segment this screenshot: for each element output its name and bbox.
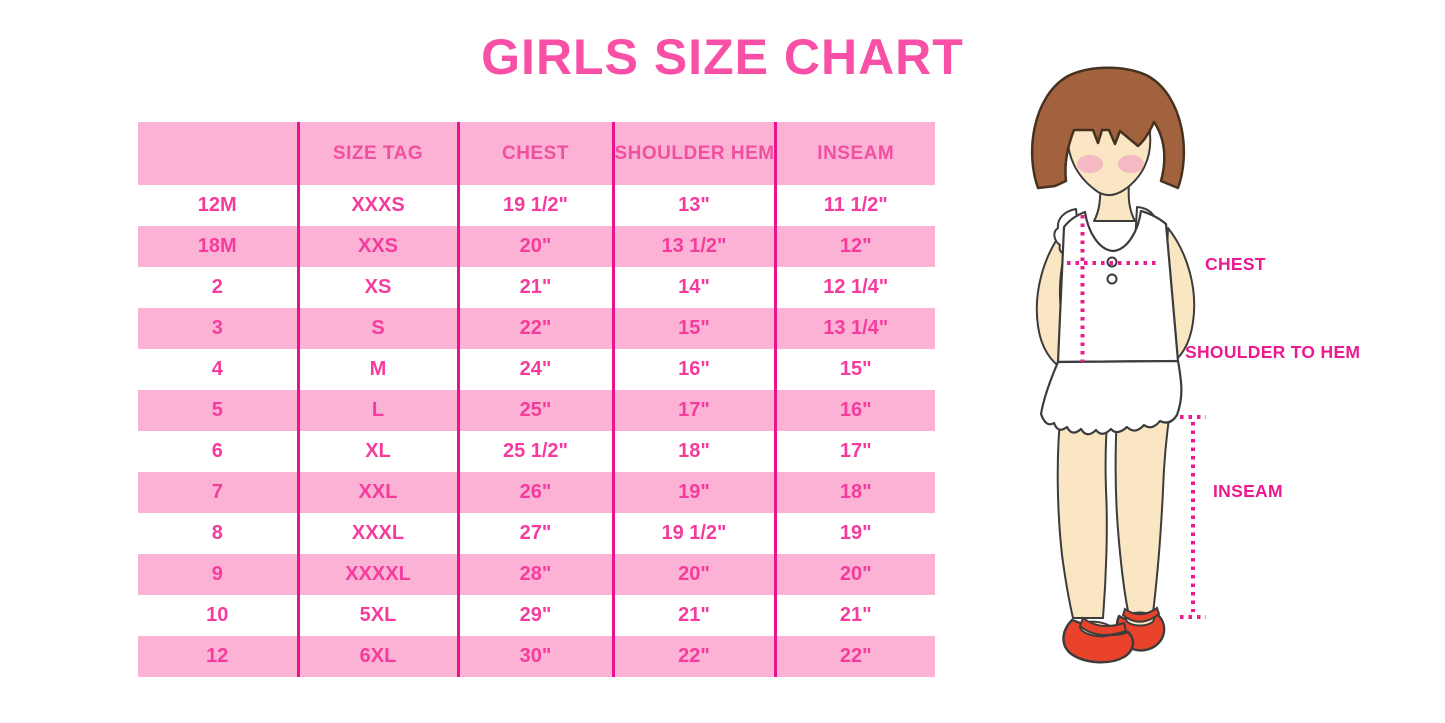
size-cell: 7	[211, 481, 223, 503]
size-cell: 21"	[773, 595, 935, 636]
dress-top	[1056, 209, 1180, 364]
size-cell: 12"	[773, 226, 935, 267]
size-cell: 21"	[456, 267, 613, 308]
size-cell: XL	[296, 431, 458, 472]
shoe-left	[1062, 616, 1135, 664]
girls-size-table: SIZE TAG CHEST SHOULDER HEM INSEAM 12M XXXS 1…	[138, 122, 935, 677]
size-cell: 4	[211, 358, 223, 380]
table-row: 4 M 24" 16" 15"	[138, 349, 935, 390]
size-cell: 30"	[456, 636, 613, 677]
size-cell: 28"	[456, 554, 613, 595]
table-row: 6 XL 25 1/2" 18" 17"	[138, 431, 935, 472]
size-cell: 25"	[456, 390, 613, 431]
size-cell: 13 1/4"	[773, 308, 935, 349]
table-row: 8 XXXL 27" 19 1/2" 19"	[138, 513, 935, 554]
size-cell: L	[296, 390, 458, 431]
size-cell: 19"	[611, 472, 775, 513]
size-cell: S	[296, 308, 458, 349]
size-cell: 11 1/2"	[773, 185, 935, 226]
table-row: 12M XXXS 19 1/2" 13" 11 1/2"	[138, 185, 935, 226]
size-cell: XXL	[296, 472, 458, 513]
size-cell: XS	[296, 267, 458, 308]
blush-left	[1077, 155, 1103, 173]
size-cell: 15"	[611, 308, 775, 349]
size-table-body: 12M XXXS 19 1/2" 13" 11 1/2" 18M XXS 20" 13 1/2"…	[138, 185, 935, 677]
size-cell: 19 1/2"	[611, 513, 775, 554]
size-cell: 22"	[773, 636, 935, 677]
dress-button-bottom	[1106, 273, 1118, 285]
size-cell: 5	[211, 399, 223, 421]
size-cell: 19 1/2"	[456, 185, 613, 226]
table-row: 3 S 22" 15" 13 1/4"	[138, 308, 935, 349]
size-cell: M	[296, 349, 458, 390]
inseam-measure-line	[1180, 415, 1206, 619]
size-cell: 26"	[456, 472, 613, 513]
column-header-inseam: INSEAM	[773, 122, 935, 185]
size-cell: 20"	[611, 554, 775, 595]
size-cell: 20"	[456, 226, 613, 267]
size-cell: 13"	[611, 185, 775, 226]
size-cell: 16"	[611, 349, 775, 390]
size-cell: 2	[211, 276, 223, 298]
size-cell: 25 1/2"	[456, 431, 613, 472]
leg-left	[1056, 409, 1109, 619]
size-cell: 16"	[773, 390, 935, 431]
table-row: 18M XXS 20" 13 1/2" 12"	[138, 226, 935, 267]
size-cell: 3	[211, 317, 223, 339]
table-row: 2 XS 21" 14" 12 1/4"	[138, 267, 935, 308]
size-cell: 17"	[611, 390, 775, 431]
size-cell: 15"	[773, 349, 935, 390]
size-cell: 5XL	[296, 595, 458, 636]
size-cell: 24"	[456, 349, 613, 390]
chest-label: CHEST	[1205, 254, 1266, 274]
size-cell: XXXXL	[296, 554, 458, 595]
column-header-shoulder-hem: SHOULDER HEM	[611, 122, 775, 185]
size-cell: 20"	[773, 554, 935, 595]
inseam-label: INSEAM	[1213, 481, 1283, 501]
size-cell: 6XL	[296, 636, 458, 677]
size-cell: 18M	[197, 235, 237, 257]
girl-measurement-diagram: CHEST SHOULDER TO HEM INSEAM	[1000, 60, 1445, 723]
size-cell: 21"	[611, 595, 775, 636]
header-row: SIZE TAG CHEST SHOULDER HEM INSEAM	[138, 122, 935, 185]
size-cell: 29"	[456, 595, 613, 636]
size-cell: 18"	[611, 431, 775, 472]
size-cell: 13 1/2"	[611, 226, 775, 267]
table-row: 5 L 25" 17" 16"	[138, 390, 935, 431]
girl-figure-svg: CHEST SHOULDER TO HEM INSEAM	[1030, 66, 1360, 664]
skirt	[1039, 359, 1183, 436]
size-cell: XXXS	[296, 185, 458, 226]
column-header-size	[138, 122, 298, 185]
size-cell: 12M	[197, 194, 237, 216]
leg-right	[1114, 410, 1171, 617]
table-row: 12 6XL 30" 22" 22"	[138, 636, 935, 677]
shoulder-to-hem-label: SHOULDER TO HEM	[1185, 342, 1360, 362]
size-cell: 6	[211, 440, 223, 462]
size-cell: 12	[206, 645, 229, 667]
size-table-header: SIZE TAG CHEST SHOULDER HEM INSEAM	[138, 122, 935, 185]
size-cell: 19"	[773, 513, 935, 554]
hair	[1030, 66, 1186, 190]
size-cell: 22"	[611, 636, 775, 677]
size-cell: 17"	[773, 431, 935, 472]
size-cell: 18"	[773, 472, 935, 513]
size-cell: XXXL	[296, 513, 458, 554]
table-row: 7 XXL 26" 19" 18"	[138, 472, 935, 513]
page-title: GIRLS SIZE CHART	[481, 29, 964, 85]
size-cell: 14"	[611, 267, 775, 308]
size-cell: 10	[206, 604, 229, 626]
table-row: 9 XXXXL 28" 20" 20"	[138, 554, 935, 595]
column-header-chest: CHEST	[456, 122, 613, 185]
table-row: 10 5XL 29" 21" 21"	[138, 595, 935, 636]
size-cell: XXS	[296, 226, 458, 267]
size-cell: 27"	[456, 513, 613, 554]
size-cell: 8	[211, 522, 223, 544]
column-header-size-tag: SIZE TAG	[296, 122, 458, 185]
size-cell: 9	[211, 563, 223, 585]
size-cell: 12 1/4"	[773, 267, 935, 308]
size-cell: 22"	[456, 308, 613, 349]
blush-right	[1118, 155, 1144, 173]
